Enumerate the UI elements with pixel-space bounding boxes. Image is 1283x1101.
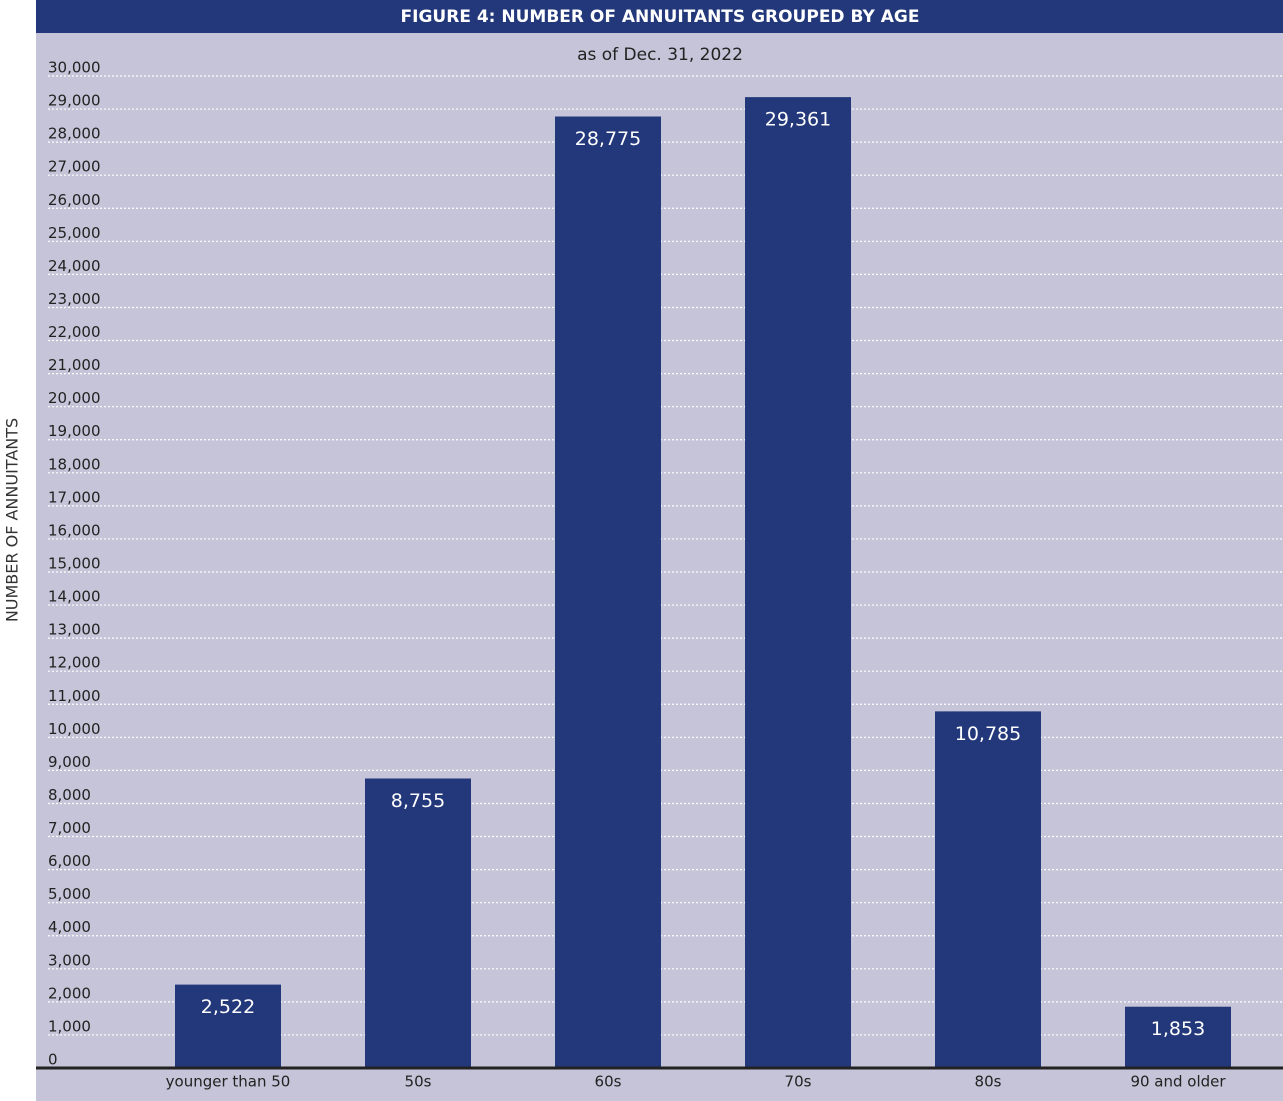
y-tick-label: 2,000 [48, 984, 91, 1002]
y-tick-label: 27,000 [48, 158, 101, 176]
x-tick-label: 60s [595, 1073, 622, 1091]
y-tick-label: 30,000 [48, 59, 101, 77]
y-tick-label: 7,000 [48, 819, 91, 837]
y-tick-label: 0 [48, 1051, 58, 1069]
y-tick-label: 22,000 [48, 323, 101, 341]
bar [1125, 1006, 1231, 1068]
chart-title: FIGURE 4: NUMBER OF ANNUITANTS GROUPED B… [401, 7, 920, 27]
data-label: 10,785 [955, 723, 1021, 745]
y-axis-label: NUMBER OF ANNUITANTS [3, 418, 22, 622]
bar [555, 116, 661, 1069]
y-tick-label: 5,000 [48, 885, 91, 903]
y-tick-label: 13,000 [48, 621, 101, 639]
y-tick-label: 8,000 [48, 786, 91, 804]
y-tick-label: 26,000 [48, 191, 101, 209]
bar [935, 711, 1041, 1068]
y-tick-label: 23,000 [48, 290, 101, 308]
bar [745, 97, 851, 1069]
x-tick-label: 80s [975, 1073, 1002, 1091]
y-tick-label: 10,000 [48, 720, 101, 738]
y-tick-label: 12,000 [48, 654, 101, 672]
y-tick-label: 14,000 [48, 588, 101, 606]
y-tick-label: 29,000 [48, 92, 101, 110]
y-tick-label: 17,000 [48, 488, 101, 506]
y-tick-label: 3,000 [48, 951, 91, 969]
y-tick-label: 11,000 [48, 687, 101, 705]
y-tick-label: 24,000 [48, 257, 101, 275]
y-tick-label: 25,000 [48, 224, 101, 242]
y-tick-label: 28,000 [48, 125, 101, 143]
y-tick-label: 18,000 [48, 455, 101, 473]
bar [365, 778, 471, 1068]
y-tick-label: 1,000 [48, 1017, 91, 1035]
title-band [36, 0, 1283, 33]
data-label: 28,775 [575, 128, 641, 150]
data-label: 1,853 [1151, 1018, 1205, 1040]
y-tick-label: 6,000 [48, 852, 91, 870]
y-tick-label: 20,000 [48, 389, 101, 407]
bar [175, 984, 281, 1068]
chart-subtitle: as of Dec. 31, 2022 [577, 45, 743, 65]
y-tick-label: 9,000 [48, 753, 91, 771]
y-tick-label: 15,000 [48, 555, 101, 573]
x-tick-label: 70s [785, 1073, 812, 1091]
y-tick-label: 16,000 [48, 521, 101, 539]
y-tick-label: 4,000 [48, 918, 91, 936]
y-tick-label: 21,000 [48, 356, 101, 374]
data-label: 2,522 [201, 996, 255, 1018]
x-tick-label: 90 and older [1130, 1073, 1226, 1091]
x-tick-label: 50s [405, 1073, 432, 1091]
y-tick-label: 19,000 [48, 422, 101, 440]
data-label: 8,755 [391, 790, 445, 812]
x-tick-label: younger than 50 [166, 1073, 291, 1091]
data-label: 29,361 [765, 109, 831, 131]
